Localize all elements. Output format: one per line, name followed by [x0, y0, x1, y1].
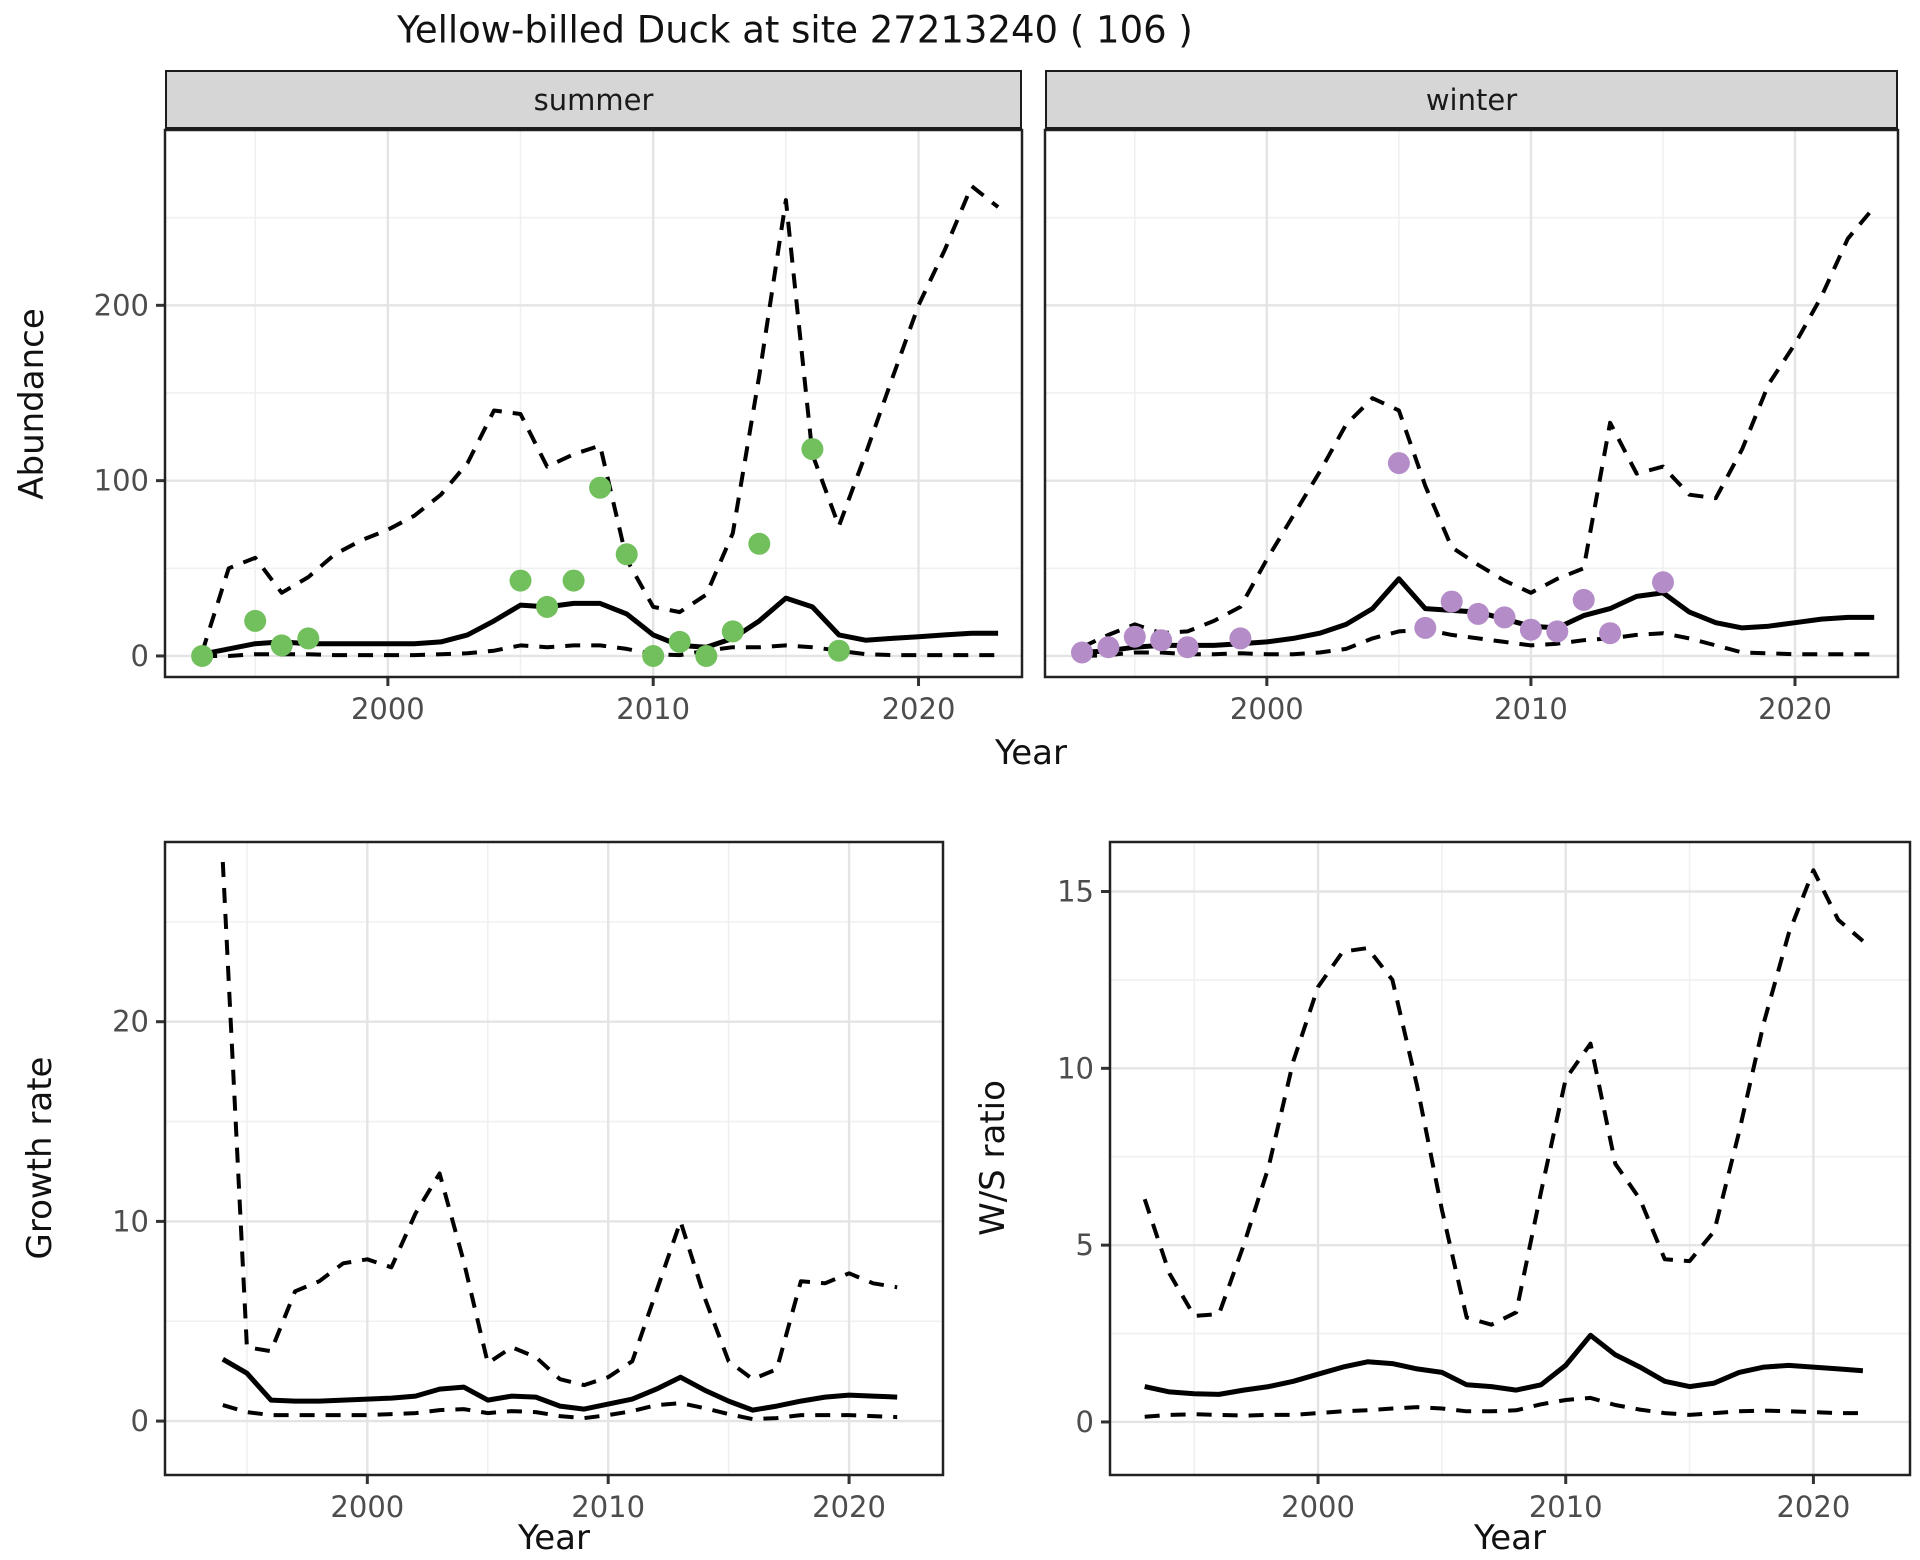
x-tick-label: 2000: [351, 692, 425, 726]
growth-rate-lower_ci-line: [222, 1401, 898, 1422]
x-tick-label: 2020: [1758, 692, 1832, 726]
abundance-summer-observed-point: [748, 532, 771, 555]
abundance-summer-observed-point: [536, 595, 559, 618]
abundance-winter-panel-background: [1045, 130, 1898, 677]
ws-ratio-panel: 2000 2010 2020 0 5 10 15: [1057, 840, 1912, 1524]
abundance-summer-observed-point: [589, 476, 612, 499]
x-tick-label: 2010: [1494, 692, 1568, 726]
abundance-summer-observed-point: [509, 569, 532, 592]
abundance-summer-observed-point: [191, 645, 214, 667]
growth-rate-fit-line: [221, 1357, 898, 1413]
growth-rate-panel-border: [163, 840, 945, 1477]
abundance-summer-panel-border: [163, 128, 1024, 679]
abundance-summer-observed-point: [244, 609, 267, 632]
y-tick-label: 10: [1057, 1051, 1094, 1085]
abundance-winter-observed-point: [1652, 571, 1674, 594]
growth-rate-upper_ci-line: [220, 861, 898, 1388]
abundance-summer-lower_ci-line: [202, 643, 999, 658]
abundance-winter-observed-point: [1467, 602, 1490, 625]
abundance-winter-observed-point: [1414, 616, 1437, 639]
y-tick-label: 0: [1076, 1405, 1094, 1439]
abundance-winter-panel: 2000 2010 2020: [1043, 128, 1900, 726]
growth-rate-panel-background: [165, 842, 943, 1475]
abundance-winter-observed-point: [1519, 618, 1542, 641]
abundance-winter-panel-border: [1043, 128, 1900, 679]
abundance-winter-observed-point: [1572, 588, 1595, 611]
abundance-y-axis-label: Abundance: [12, 308, 52, 500]
abundance-winter-observed-point: [1387, 452, 1410, 475]
abundance-summer-observed-point: [668, 630, 691, 653]
ws-ratio-y-axis-label: W/S ratio: [973, 1080, 1013, 1236]
facet-strip-winter: winter: [1045, 70, 1898, 130]
growth-rate-x-axis-label: Year: [518, 1518, 590, 1558]
abundance-summer-observed-point: [642, 645, 665, 667]
ws-ratio-upper_ci-line: [1142, 868, 1865, 1327]
abundance-summer-observed-point: [801, 438, 824, 461]
x-tick-label: 2010: [616, 692, 690, 726]
abundance-winter-observed-point: [1150, 629, 1173, 652]
abundance-winter-observed-point: [1440, 590, 1463, 613]
abundance-summer-fit-line: [201, 595, 999, 657]
facet-strip-summer-label: summer: [533, 82, 654, 117]
y-tick-label: 0: [131, 639, 149, 673]
abundance-winter-observed-point: [1546, 620, 1569, 643]
ws-ratio-x-axis-label: Year: [1474, 1518, 1546, 1558]
x-tick-label: 2020: [1776, 1490, 1850, 1524]
ws-ratio-fit-line: [1144, 1332, 1864, 1397]
ws-ratio-panel-background: [1110, 842, 1910, 1475]
abundance-summer-panel-background: [165, 130, 1022, 677]
abundance-summer-observed-point: [695, 645, 718, 667]
x-tick-label: 2010: [571, 1490, 645, 1524]
y-tick-label: 5: [1076, 1228, 1094, 1262]
y-tick-label: 10: [112, 1204, 149, 1238]
abundance-winter-upper_ci-line: [1081, 205, 1876, 650]
chart-title: Yellow-billed Duck at site 27213240 ( 10…: [397, 8, 1193, 52]
x-tick-label: 2000: [1230, 692, 1304, 726]
abundance-winter-observed-point: [1229, 627, 1252, 650]
facet-strip-summer: summer: [165, 70, 1022, 130]
y-tick-label: 100: [94, 464, 149, 498]
abundance-winter-observed-point: [1493, 606, 1516, 629]
y-tick-label: 0: [131, 1404, 149, 1438]
y-tick-label: 200: [94, 288, 149, 322]
x-tick-label: 2000: [1281, 1490, 1355, 1524]
x-tick-label: 2020: [882, 692, 956, 726]
abundance-summer-observed-point: [270, 634, 293, 657]
growth-rate-y-axis-label: Growth rate: [20, 1056, 60, 1260]
abundance-winter-observed-point: [1097, 636, 1120, 659]
ws-ratio-lower_ci-line: [1144, 1395, 1863, 1419]
abundance-winter-lower_ci-line: [1081, 627, 1875, 658]
abundance-winter-observed-point: [1123, 625, 1146, 648]
growth-rate-panel: 2000 2010 2020 0 10 20: [112, 840, 945, 1524]
facet-strip-winter-label: winter: [1425, 82, 1518, 117]
y-tick-label: 20: [112, 1005, 149, 1039]
abundance-summer-observed-point: [615, 543, 638, 566]
abundance-summer-observed-point: [562, 569, 585, 592]
x-tick-label: 2000: [330, 1490, 404, 1524]
top-x-axis-label: Year: [995, 733, 1067, 773]
abundance-winter-observed-point: [1071, 641, 1093, 664]
abundance-summer-observed-point: [297, 627, 320, 650]
x-tick-label: 2010: [1529, 1490, 1603, 1524]
abundance-winter-observed-point: [1599, 622, 1622, 645]
y-tick-label: 15: [1057, 875, 1094, 909]
abundance-summer-observed-point: [721, 620, 744, 643]
ws-ratio-panel-border: [1108, 840, 1912, 1477]
abundance-summer-observed-point: [827, 639, 850, 662]
abundance-summer-panel: 2000 2010 2020 0 100 200: [94, 128, 1024, 726]
abundance-winter-observed-point: [1176, 636, 1199, 659]
x-tick-label: 2020: [812, 1490, 886, 1524]
